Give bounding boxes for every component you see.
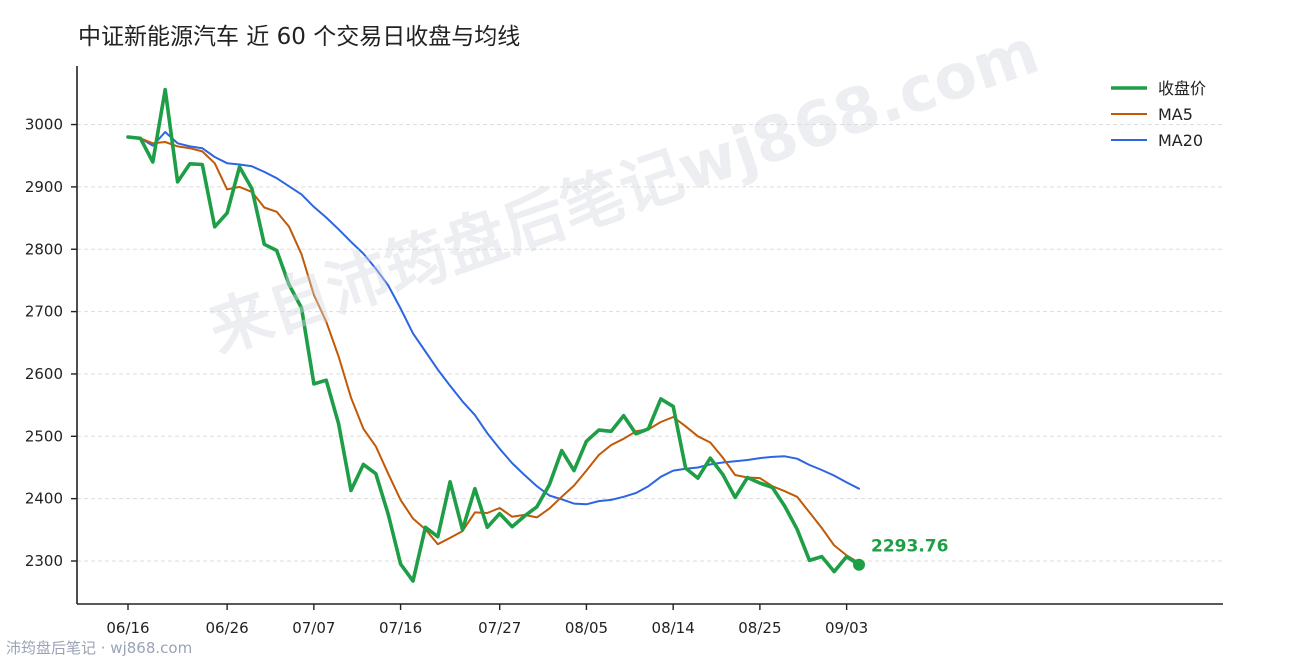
y-tick-label: 2600 [25, 365, 63, 383]
chart-title: 中证新能源汽车 近 60 个交易日收盘与均线 [78, 24, 520, 50]
legend-label: MA5 [1158, 105, 1193, 124]
legend-label: MA20 [1158, 131, 1203, 150]
x-tick-label: 07/27 [478, 619, 521, 637]
series-layer [126, 87, 861, 583]
y-tick-label: 2400 [25, 490, 63, 508]
legend-label: 收盘价 [1158, 79, 1206, 98]
x-tick-label: 09/03 [825, 619, 868, 637]
x-tick-label: 07/07 [292, 619, 335, 637]
y-tick-label: 2900 [25, 178, 63, 196]
last-value-label: 2293.76 [871, 537, 948, 557]
legend: 收盘价 MA5 MA20 [1111, 79, 1206, 150]
x-tick-label: 08/14 [652, 619, 695, 637]
x-tick-label: 08/25 [738, 619, 781, 637]
y-tick-label: 2300 [25, 552, 63, 570]
y-axis-ticks: 2300 2400 2500 2600 2700 2800 2900 3000 [25, 116, 77, 570]
x-axis-ticks: 06/16 06/26 07/07 07/16 07/27 08/05 08/14 08/25… [106, 604, 868, 637]
last-point-group: 2293.76 [853, 537, 948, 571]
x-tick-label: 06/26 [206, 619, 249, 637]
last-point-marker [853, 558, 866, 571]
series-line-ma20 [127, 131, 860, 506]
series-line-close [126, 87, 861, 583]
series-line-ma5 [127, 136, 860, 564]
y-tick-label: 2800 [25, 240, 63, 258]
x-tick-label: 07/16 [379, 619, 422, 637]
watermark: 来自沛筠盘后笔记wj868.com [200, 15, 1048, 368]
gridlines [77, 124, 1223, 562]
footer-credit: 沛筠盘后笔记 · wj868.com [6, 639, 192, 657]
x-tick-label: 08/05 [565, 619, 608, 637]
y-tick-label: 2500 [25, 427, 63, 445]
x-tick-label: 06/16 [106, 619, 149, 637]
y-tick-label: 2700 [25, 303, 63, 321]
y-tick-label: 3000 [25, 116, 63, 134]
